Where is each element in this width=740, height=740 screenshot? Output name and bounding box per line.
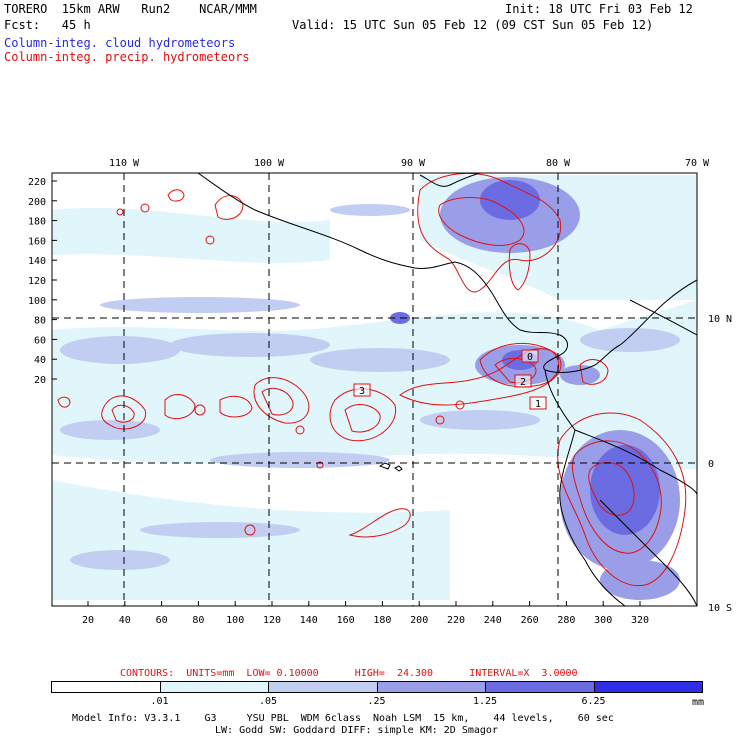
box-label-1: 1	[535, 399, 541, 410]
y-tick-label: 200	[28, 197, 46, 208]
colorbar-label: .01	[150, 696, 169, 707]
colorbar-swatch	[268, 681, 378, 693]
x-tick-label: 60	[156, 615, 168, 626]
x-tick-label: 240	[484, 615, 502, 626]
x-tick-label: 140	[300, 615, 318, 626]
colorbar-label: .25	[367, 696, 386, 707]
colorbar-label: 1.25	[472, 696, 498, 707]
x-tick-label: 80	[192, 615, 204, 626]
forecast-hour: Fcst: 45 h	[4, 18, 91, 32]
lon-labels: 110 W 100 W 90 W 80 W 70 W	[109, 158, 710, 169]
x-tick-label: 220	[447, 615, 465, 626]
precip-contours	[57, 173, 687, 587]
cloud-shading-2	[60, 204, 680, 570]
box-labels: 3 2 1 0	[359, 352, 541, 410]
y-tick-label: 40	[34, 355, 46, 366]
y-tick-label: 100	[28, 296, 46, 307]
contours-info: CONTOURS: UNITS=mm LOW= 0.10000 HIGH= 24…	[120, 668, 578, 679]
colorbar-swatch	[51, 681, 161, 693]
x-tick-label: 280	[557, 615, 575, 626]
x-tick-label: 200	[410, 615, 428, 626]
x-tick-label: 180	[373, 615, 391, 626]
legend-cloud: Column-integ. cloud hydrometeors	[4, 36, 236, 50]
box-label-2: 2	[520, 377, 526, 388]
lon-label: 90 W	[401, 158, 426, 169]
colorbar-swatch	[593, 681, 703, 693]
colorbar-swatch	[485, 681, 595, 693]
y-tick-labels: 220 200 180 160 140 120 100 80 60 40 20	[28, 177, 57, 386]
box-label-3: 3	[359, 386, 365, 397]
y-tick-label: 140	[28, 256, 46, 267]
x-tick-label: 120	[263, 615, 281, 626]
physics-info: LW: Godd SW: Goddard DIFF: simple KM: 2D…	[215, 725, 498, 736]
x-tick-label: 160	[337, 615, 355, 626]
header-title: TORERO 15km ARW Run2 NCAR/MMM	[4, 2, 257, 16]
region-boxes	[353, 349, 547, 410]
model-info: Model Info: V3.3.1 G3 YSU PBL WDM 6class…	[72, 713, 614, 724]
colorbar-swatch	[376, 681, 486, 693]
x-tick-label: 260	[521, 615, 539, 626]
legend-precip: Column-integ. precip. hydrometeors	[4, 50, 250, 64]
valid-time: Valid: 15 UTC Sun 05 Feb 12 (09 CST Sun …	[292, 18, 654, 32]
x-tick-label: 20	[82, 615, 94, 626]
x-tick-label: 320	[631, 615, 649, 626]
y-tick-label: 120	[28, 276, 46, 287]
init-time: Init: 18 UTC Fri 03 Feb 12	[505, 2, 693, 16]
y-tick-label: 160	[28, 236, 46, 247]
lon-label: 100 W	[254, 158, 285, 169]
y-tick-label: 220	[28, 177, 46, 188]
lat-label: 10 N	[708, 314, 732, 325]
x-tick-labels: 20 40 60 80 100 120 140 160 180 200 220 240 260 280 30…	[82, 601, 649, 626]
coastlines	[197, 173, 697, 606]
lat-label: 10 S	[708, 603, 732, 614]
lon-label: 110 W	[109, 158, 140, 169]
latlon-grid	[52, 173, 697, 606]
colorbar-label: .05	[258, 696, 278, 707]
x-tick-label: 40	[119, 615, 131, 626]
lat-label: 0	[708, 459, 714, 470]
lon-label: 70 W	[685, 158, 710, 169]
colorbar-swatch	[159, 681, 269, 693]
colorbar-label: 6.25	[581, 696, 606, 707]
y-tick-label: 60	[34, 335, 46, 346]
colorbar-unit: mm	[692, 697, 705, 708]
lon-label: 80 W	[546, 158, 571, 169]
lat-labels: 10 N 0 10 S	[708, 314, 732, 614]
x-tick-label: 300	[594, 615, 612, 626]
y-tick-label: 180	[28, 217, 46, 228]
y-tick-label: 20	[34, 375, 46, 386]
box-label-0: 0	[527, 352, 533, 363]
x-tick-label: 100	[226, 615, 244, 626]
y-tick-label: 80	[34, 316, 46, 327]
plot-frame	[51, 172, 698, 607]
